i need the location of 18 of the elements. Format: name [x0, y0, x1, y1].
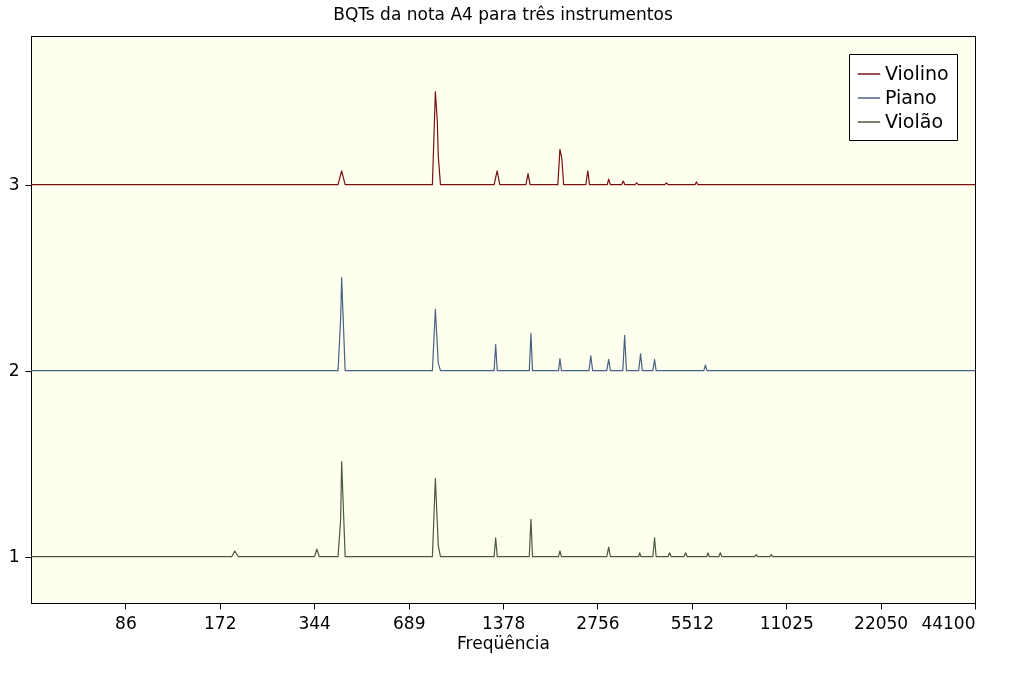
legend-label: Violino	[885, 62, 949, 84]
x-tick-label: 22050	[854, 612, 909, 633]
legend-label: Violão	[885, 110, 944, 132]
y-tick-label: 2	[8, 360, 20, 381]
chart-title: BQTs da nota A4 para três instrumentos	[333, 4, 673, 24]
x-tick-label: 5512	[670, 612, 714, 633]
x-tick-label: 11025	[759, 612, 814, 633]
x-tick-label: 44100	[921, 612, 976, 633]
x-tick-label: 2756	[576, 612, 620, 633]
x-tick-label: 1378	[481, 612, 526, 633]
x-tick-label: 689	[392, 612, 426, 633]
y-tick-label: 3	[8, 174, 20, 195]
legend-label: Piano	[885, 86, 937, 108]
x-tick-label: 86	[115, 612, 137, 633]
x-tick-label: 344	[298, 612, 331, 633]
y-tick-label: 1	[8, 546, 20, 567]
x-tick-label: 172	[204, 612, 237, 633]
x-axis-title: Freqüência	[457, 632, 550, 653]
